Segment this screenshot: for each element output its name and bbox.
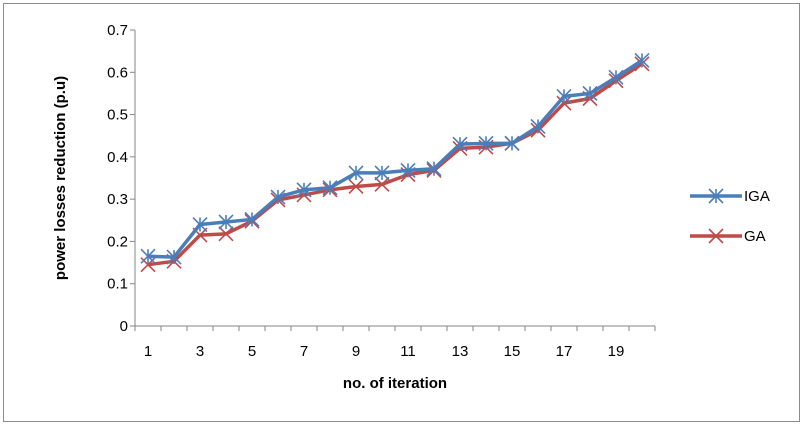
series-ga <box>140 56 650 273</box>
series-ga-point <box>374 176 390 192</box>
y-tick-label: 0.1 <box>107 276 128 293</box>
series-iga <box>140 52 650 265</box>
legend-item-iga: IGA <box>690 188 770 205</box>
x-axis-title: no. of iteration <box>343 375 447 392</box>
series-iga-point <box>530 118 546 134</box>
x-tick-label: 19 <box>608 343 625 360</box>
series-iga-point <box>192 216 208 233</box>
series-iga-point <box>504 135 520 151</box>
marker-stroke <box>348 178 364 195</box>
series-iga-point <box>322 180 338 196</box>
legend: IGA GA <box>690 188 770 245</box>
y-tick-label: 0.2 <box>107 233 128 250</box>
x-tick-label: 11 <box>400 343 416 360</box>
series-iga-point <box>374 165 390 181</box>
y-tick-label: 0.6 <box>107 64 128 81</box>
series-iga-point <box>556 88 572 104</box>
x-tick-label: 13 <box>452 343 469 360</box>
series-iga-point <box>582 85 598 101</box>
series-layer <box>140 52 650 273</box>
series-iga-point <box>296 182 312 198</box>
series-iga-point <box>166 249 182 265</box>
x-tick-label: 15 <box>504 343 521 360</box>
y-tick-label: 0 <box>120 318 128 335</box>
series-iga-point <box>348 165 364 181</box>
x-tick-label: 17 <box>556 343 573 360</box>
y-axis-title: power losses reduction (p.u) <box>52 76 69 280</box>
x-tick-label: 3 <box>196 343 204 360</box>
y-tick-label: 0.4 <box>107 149 128 166</box>
axes <box>130 29 656 331</box>
series-iga-point <box>634 52 650 69</box>
y-tick-label: 0.5 <box>107 107 128 124</box>
series-line-iga <box>147 58 643 259</box>
x-tick-labels: 1 3 5 7 9 11 13 15 17 19 <box>144 343 625 360</box>
marker-stroke <box>708 228 724 244</box>
x-tick-label: 1 <box>144 343 152 360</box>
y-tick-label: 0.3 <box>107 191 128 208</box>
y-tick-label: 0.7 <box>107 22 128 39</box>
legend-iga-point <box>708 188 724 204</box>
marker-stroke <box>374 176 390 192</box>
series-iga-point <box>218 214 234 230</box>
legend-ga-point <box>708 228 724 244</box>
series-ga-point <box>348 178 364 195</box>
x-tick-label: 5 <box>248 343 256 360</box>
series-line-ga <box>147 62 643 267</box>
series-iga-point <box>608 69 624 85</box>
series-iga-point <box>244 211 260 228</box>
series-iga-point <box>452 136 468 152</box>
legend-label-ga: GA <box>744 228 766 245</box>
series-iga-point <box>426 161 442 177</box>
chart-frame <box>3 3 800 422</box>
marker-stroke <box>192 227 208 243</box>
series-iga-point <box>270 189 286 205</box>
legend-item-ga: GA <box>690 228 766 245</box>
series-iga-point <box>400 162 416 178</box>
legend-label-iga: IGA <box>744 188 770 205</box>
series-iga-point <box>478 135 494 151</box>
x-tick-label: 7 <box>300 343 308 360</box>
series-ga-point <box>218 226 234 242</box>
series-iga-point <box>140 248 156 264</box>
y-tick-labels: 0 0.1 0.2 0.3 0.4 0.5 0.6 0.7 <box>107 22 128 335</box>
marker-stroke <box>218 226 234 242</box>
x-tick-label: 9 <box>352 343 360 360</box>
